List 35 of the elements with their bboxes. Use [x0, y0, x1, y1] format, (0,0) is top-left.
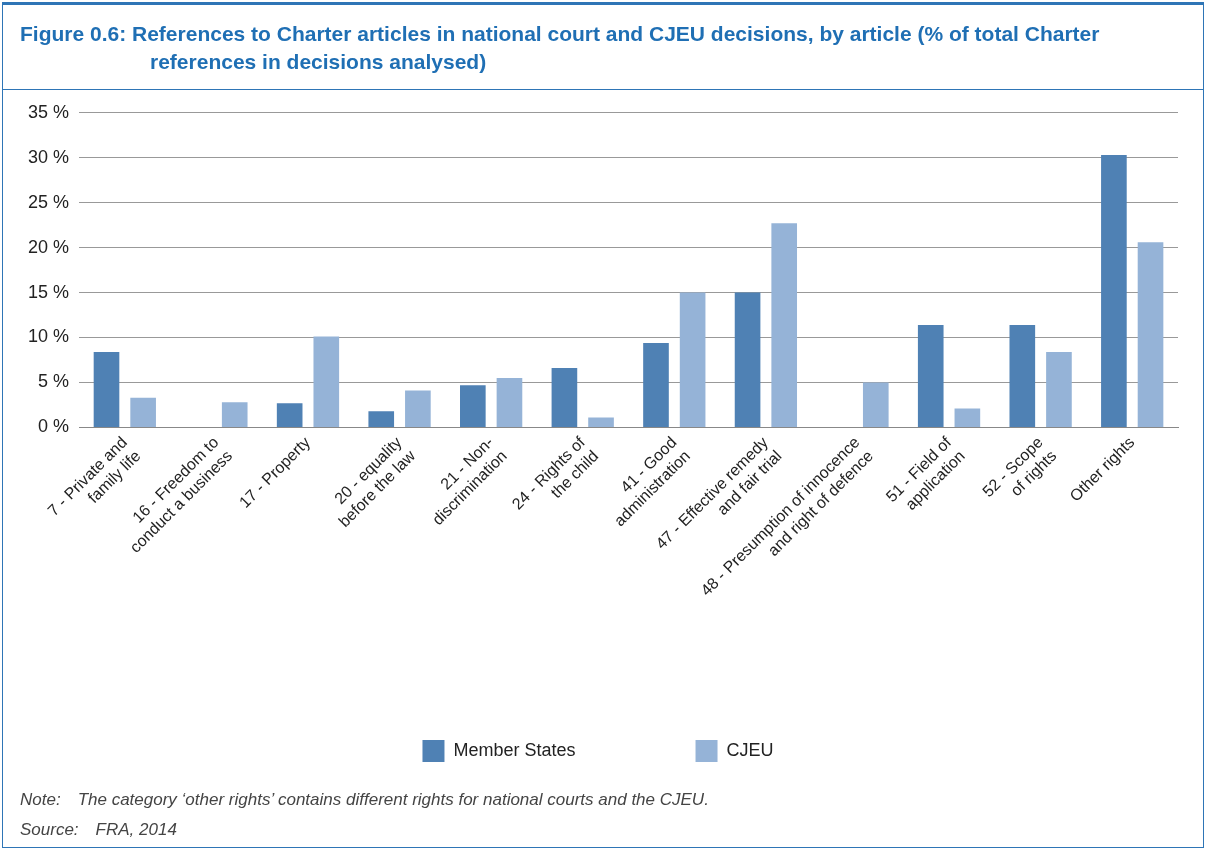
- bar: [276, 403, 303, 427]
- bar: [679, 292, 706, 427]
- bar: [1009, 324, 1036, 427]
- y-tick-label: 30 %: [28, 146, 70, 167]
- bar: [1101, 155, 1127, 427]
- bar: [551, 368, 578, 427]
- source-note: Source: FRA, 2014: [20, 819, 178, 841]
- y-tick-label: 15 %: [28, 281, 70, 302]
- y-tick-label: 35 %: [28, 101, 70, 122]
- y-tick-label: 10 %: [28, 326, 70, 347]
- y-tick-label: 20 %: [28, 236, 70, 257]
- bar: [917, 324, 944, 427]
- bar: [1137, 242, 1164, 427]
- y-tick-label: 25 %: [28, 191, 70, 212]
- bar: [643, 342, 669, 427]
- bar: [771, 223, 798, 427]
- y-tick-label: 0 %: [38, 416, 70, 437]
- bar: [460, 385, 486, 427]
- bar: [496, 377, 523, 427]
- chart-title: Figure 0.6: References to Charter articles in national court and CJEU decisions, by article (% of total Charter references in decisions analysed): [20, 21, 1101, 75]
- bar: [1046, 351, 1072, 427]
- bar: [221, 402, 248, 427]
- bar: [93, 351, 120, 427]
- bar: [588, 417, 614, 427]
- bar: [130, 397, 156, 427]
- bar: [862, 382, 889, 427]
- bar: [734, 292, 761, 427]
- y-tick-label: 5 %: [38, 371, 70, 392]
- text: Note: The category ‘other rights’ contains different rights for national courts and the CJEU.: [20, 789, 709, 811]
- bar: [313, 336, 340, 427]
- legend-label: CJEU: [726, 739, 774, 760]
- legend-label: Member States: [453, 739, 576, 760]
- bar: [368, 411, 395, 427]
- bar: [405, 390, 431, 427]
- bar: [954, 408, 981, 427]
